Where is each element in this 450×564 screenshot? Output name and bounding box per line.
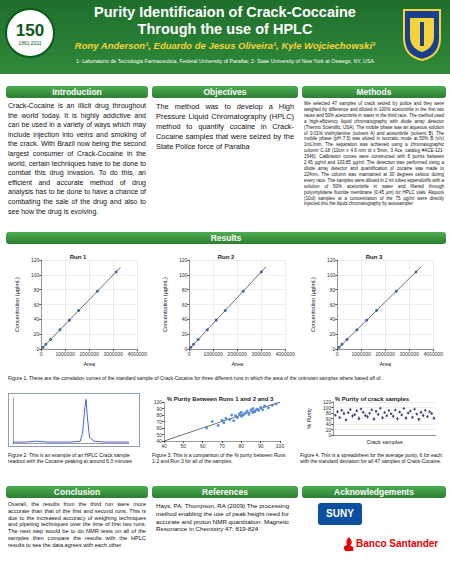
svg-text:0: 0 <box>188 351 191 357</box>
svg-text:100: 100 <box>31 272 40 278</box>
html-text:The method was to develop a Hi: The method was to develop a High Pressur… <box>156 102 294 151</box>
html-text:Figure 1. These are the correl: Figure 1. These are the correlation curv… <box>8 375 382 381</box>
svg-text:80: 80 <box>330 287 336 293</box>
svg-text:50: 50 <box>156 432 162 438</box>
svg-text:Area: Area <box>83 361 96 367</box>
svg-text:60: 60 <box>34 302 40 308</box>
html-text:Introduction: Introduction <box>52 87 102 97</box>
svg-text:0: 0 <box>36 346 40 353</box>
svg-text:0: 0 <box>332 346 336 353</box>
svg-text:40: 40 <box>161 443 167 449</box>
svg-text:Area: Area <box>231 361 244 367</box>
svg-text:1000000: 1000000 <box>204 351 224 357</box>
svg-text:40: 40 <box>330 316 336 322</box>
html-text:Through the use of HPLC: Through the use of HPLC <box>137 21 313 37</box>
svg-text:3000000: 3000000 <box>252 351 272 357</box>
html-text:Methods: Methods <box>356 87 392 97</box>
svg-text:80: 80 <box>326 410 332 416</box>
html-text:1- Laboratorio de Tecnologia F: 1- Laboratorio de Tecnologia Farmaceutic… <box>76 58 374 64</box>
svg-text:40: 40 <box>182 316 188 322</box>
html-text:Rony Anderson¹, Eduardo de Jes: Rony Anderson¹, Eduardo de Jesus Oliveir… <box>74 40 376 51</box>
svg-text:80: 80 <box>34 287 40 293</box>
svg-text:% Purity: % Purity <box>306 408 312 429</box>
svg-text:40: 40 <box>156 438 162 444</box>
svg-text:Concentration (µg/mL): Concentration (µg/mL) <box>162 277 168 332</box>
svg-text:Crack samples: Crack samples <box>366 439 403 445</box>
svg-text:60: 60 <box>182 302 188 308</box>
svg-text:2000000: 2000000 <box>80 351 100 357</box>
svg-text:0: 0 <box>184 346 188 353</box>
svg-text:4000000: 4000000 <box>276 351 296 357</box>
svg-text:4000000: 4000000 <box>128 351 148 357</box>
svg-text:20: 20 <box>34 331 40 337</box>
svg-text:% Purity of crack samples: % Purity of crack samples <box>335 396 410 402</box>
svg-text:60: 60 <box>156 425 162 431</box>
svg-text:Concentration (µg/mL): Concentration (µg/mL) <box>310 277 316 332</box>
svg-text:Run 2: Run 2 <box>218 254 235 260</box>
html-text:1861 2011: 1861 2011 <box>18 40 42 46</box>
html-text:Purity Identificaion of Crack-: Purity Identificaion of Crack-Coccaine <box>94 4 356 20</box>
svg-text:4000000: 4000000 <box>424 351 444 357</box>
svg-text:1000000: 1000000 <box>352 351 372 357</box>
svg-text:120: 120 <box>327 257 336 263</box>
svg-text:20: 20 <box>330 331 336 337</box>
svg-text:50: 50 <box>181 443 187 449</box>
svg-text:100: 100 <box>327 272 336 278</box>
html-text:Results: Results <box>210 233 242 243</box>
html-text:150: 150 <box>15 21 45 40</box>
svg-text:3000000: 3000000 <box>400 351 420 357</box>
svg-text:80: 80 <box>156 412 162 418</box>
svg-text:2000000: 2000000 <box>228 351 248 357</box>
svg-text:40: 40 <box>34 316 40 322</box>
svg-text:100: 100 <box>276 443 285 449</box>
svg-text:90: 90 <box>156 406 162 412</box>
svg-text:90: 90 <box>258 443 264 449</box>
svg-text:20: 20 <box>182 331 188 337</box>
svg-text:70: 70 <box>156 419 162 425</box>
html-text:SUNY: SUNY <box>326 508 354 519</box>
svg-text:% Purity Between Runs 1 and 2: % Purity Between Runs 1 and 2 and 3 <box>167 396 274 402</box>
html-text:Figure 2: This is an example o: Figure 2: This is an example of an HPLC … <box>8 452 132 464</box>
svg-text:2000000: 2000000 <box>376 351 396 357</box>
svg-text:Area: Area <box>379 361 392 367</box>
html-text:We selected 47 samples of crac: We selected 47 samples of crack seized b… <box>304 101 444 207</box>
svg-text:Run 3: Run 3 <box>366 254 383 260</box>
svg-text:0: 0 <box>336 351 339 357</box>
svg-text:3000000: 3000000 <box>104 351 124 357</box>
svg-text:120: 120 <box>179 257 188 263</box>
html-text:Acknowledgements: Acknowledgements <box>334 487 414 497</box>
html-text:Figure 3. This is a comparison: Figure 3. This is a comparison of the % … <box>152 452 286 464</box>
html-text:Overall, the results from the: Overall, the results from the third run … <box>8 501 146 548</box>
svg-text:0: 0 <box>328 432 331 438</box>
svg-text:100: 100 <box>323 405 332 411</box>
svg-text:0: 0 <box>40 351 43 357</box>
svg-text:100: 100 <box>179 272 188 278</box>
html-text:Figure 4. This is a spreadshee: Figure 4. This is a spreadsheet for the … <box>300 452 444 464</box>
html-text:Objectives: Objectives <box>203 87 247 97</box>
svg-text:60: 60 <box>326 416 332 422</box>
svg-text:20: 20 <box>326 427 332 433</box>
svg-text:Run 1: Run 1 <box>70 254 87 260</box>
html-text:Banco Santander: Banco Santander <box>356 538 439 549</box>
svg-text:120: 120 <box>323 399 332 405</box>
svg-text:40: 40 <box>326 421 332 427</box>
svg-text:80: 80 <box>182 287 188 293</box>
svg-text:80: 80 <box>239 443 245 449</box>
html-text:Conclusion: Conclusion <box>53 487 101 497</box>
svg-text:Concentration (µg/mL): Concentration (µg/mL) <box>14 277 20 332</box>
svg-text:120: 120 <box>31 257 40 263</box>
html-text:References: References <box>202 487 248 497</box>
svg-text:60: 60 <box>330 302 336 308</box>
html-text:Crack-Cocaine is an illicit dr: Crack-Cocaine is an illicit drug through… <box>8 102 146 215</box>
svg-text:60: 60 <box>200 443 206 449</box>
svg-text:70: 70 <box>219 443 225 449</box>
svg-text:100: 100 <box>154 399 163 405</box>
html-text:Hays, PA, Thompson, RA (2009): Hays, PA, Thompson, RA (2009) The proces… <box>156 502 290 533</box>
svg-text:1000000: 1000000 <box>56 351 76 357</box>
